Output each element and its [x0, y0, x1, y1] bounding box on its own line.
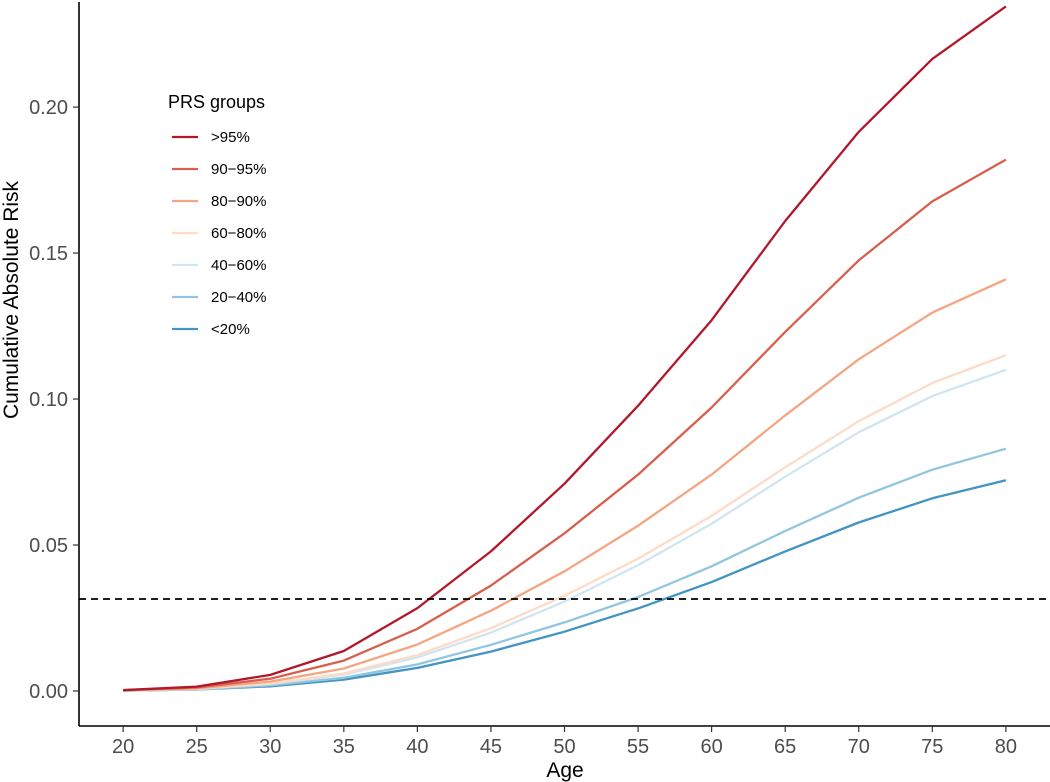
series-line [123, 368, 1007, 692]
y-tick-label: 0.10 [29, 389, 68, 411]
x-tick-label: 80 [995, 736, 1017, 758]
legend-label: >95% [211, 129, 250, 146]
y-tick-label: 0.20 [29, 97, 68, 119]
plot-lines [123, 5, 1007, 692]
legend-title: PRS groups [168, 92, 265, 112]
x-tick-label: 20 [112, 736, 134, 758]
x-axis-ticks: 20 25 30 35 40 45 50 55 60 65 70 75 80 [112, 726, 1017, 758]
x-tick-label: 50 [553, 736, 575, 758]
x-tick-label: 25 [186, 736, 208, 758]
series-line [123, 278, 1007, 692]
y-tick-label: 0.15 [29, 243, 68, 265]
legend-items: >95% 90−95% 80−90% 60−80% 40−60% 20−40% <20% [172, 129, 266, 338]
y-tick-label: 0.05 [29, 535, 68, 557]
x-tick-label: 40 [406, 736, 428, 758]
x-tick-label: 65 [774, 736, 796, 758]
series-line [123, 354, 1007, 692]
x-tick-label: 75 [921, 736, 943, 758]
x-tick-label: 70 [848, 736, 870, 758]
x-tick-label: 55 [627, 736, 649, 758]
series-line [123, 5, 1007, 692]
legend-label: 60−80% [211, 225, 266, 242]
y-axis-ticks: 0.00 0.05 0.10 0.15 0.20 [29, 97, 79, 703]
x-axis-title: Age [546, 759, 583, 782]
series-line [123, 447, 1007, 692]
x-tick-label: 30 [259, 736, 281, 758]
x-tick-label: 45 [480, 736, 502, 758]
legend: PRS groups >95% 90−95% 80−90% 60−80% 40−60% 2… [168, 92, 266, 338]
series-line [123, 479, 1007, 692]
legend-label: 90−95% [211, 161, 266, 178]
legend-label: 20−40% [211, 289, 266, 306]
series-line [123, 158, 1007, 692]
legend-label: <20% [211, 321, 250, 338]
x-tick-label: 35 [333, 736, 355, 758]
legend-label: 40−60% [211, 257, 266, 274]
y-tick-label: 0.00 [29, 681, 68, 703]
x-tick-label: 60 [700, 736, 722, 758]
legend-label: 80−90% [211, 193, 266, 210]
y-axis-title: Cumulative Absolute Risk [0, 180, 23, 419]
